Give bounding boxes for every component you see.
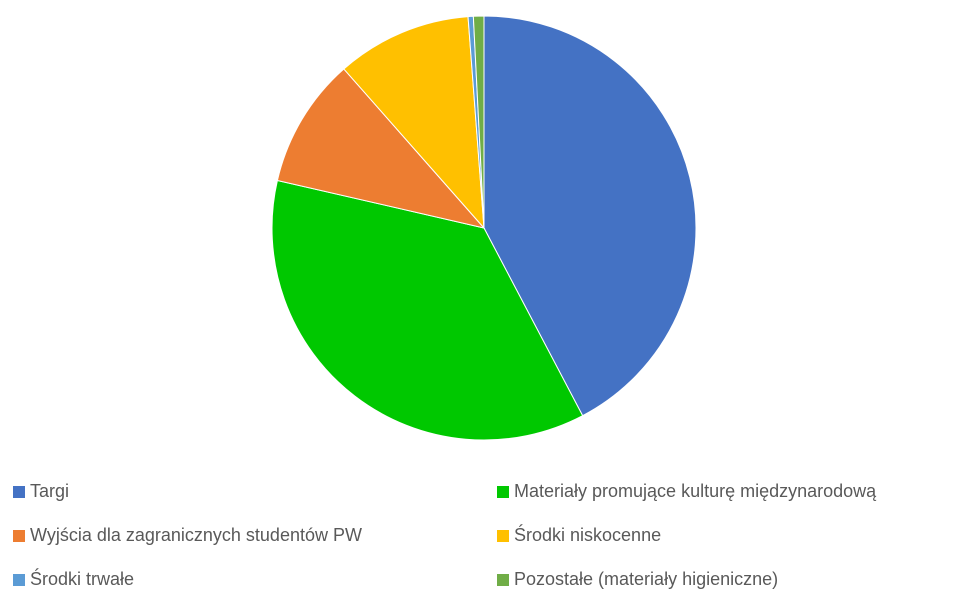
legend-label: Środki trwałe xyxy=(30,568,134,589)
legend-swatch xyxy=(497,486,509,498)
legend-swatch xyxy=(13,486,25,498)
pie-slice xyxy=(343,16,485,230)
pie-slice xyxy=(276,68,486,229)
legend-swatch xyxy=(497,574,509,586)
pie-slice xyxy=(271,179,584,441)
legend-label: Materiały promujące kulturę międzynarodo… xyxy=(514,481,877,501)
legend-swatch xyxy=(497,530,509,542)
legend-label: Targi xyxy=(30,481,69,501)
legend-swatch xyxy=(13,574,25,586)
pie-slice xyxy=(483,15,697,417)
legend-label: Pozostałe (materiały higieniczne) xyxy=(514,569,778,589)
legend-label: Wyjścia dla zagranicznych studentów PW xyxy=(30,525,362,545)
legend-swatch xyxy=(13,530,25,542)
legend-label: Środki niskocenne xyxy=(514,524,661,545)
pie-slice xyxy=(472,15,485,229)
